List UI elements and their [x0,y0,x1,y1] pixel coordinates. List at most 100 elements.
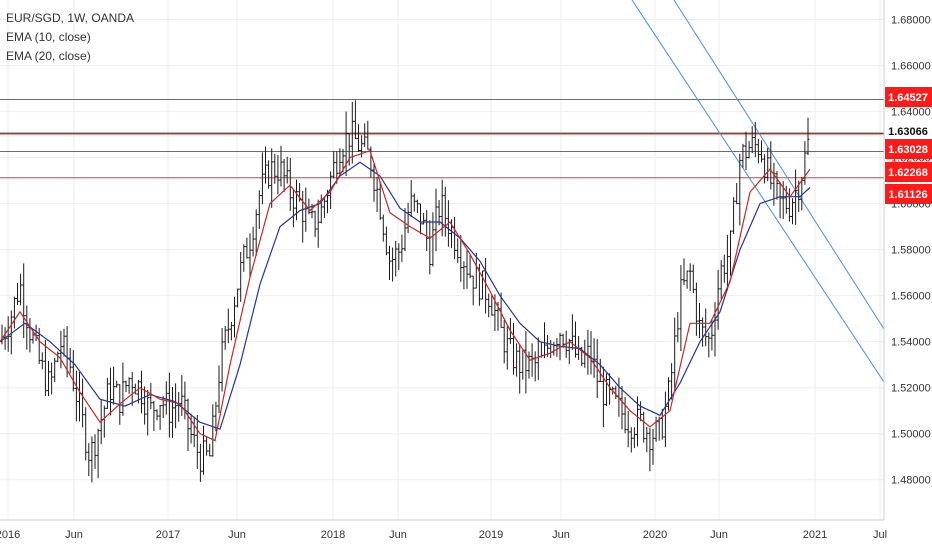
level-price-tag: 1.62268 [885,162,932,182]
price-bar [195,415,199,469]
price-bar [192,416,196,447]
price-bar [760,140,763,163]
price-bar [288,158,292,211]
price-bar [152,401,156,432]
price-bar [735,183,739,205]
price-bar [769,141,773,190]
price-bar [245,237,249,259]
price-bar [518,344,522,394]
level-price-tag: 1.61126 [885,184,932,204]
price-bar [803,141,807,185]
price-bar [412,193,416,212]
price-bar [143,386,147,425]
price-bar [471,275,475,306]
price-bar [84,407,88,461]
price-bar [629,427,633,453]
price-bar [530,343,534,377]
price-axis[interactable]: 1.680001.660001.640001.620001.600001.580… [891,15,931,487]
price-bar [174,383,178,429]
ema10-legend[interactable]: EMA (10, close) [6,30,91,44]
price-bar [651,429,655,465]
price-tag-bg [885,162,932,182]
price-bar [372,164,376,202]
price-bar [437,200,441,226]
price-bar [183,381,187,420]
price-bar [688,263,692,292]
y-tick-label: 1.50000 [891,429,931,441]
price-bar [301,190,305,243]
price-bar [763,154,767,184]
y-tick-label: 1.48000 [891,475,931,487]
price-bar [43,339,47,397]
price-bar [47,361,50,397]
price-bar [115,380,119,388]
price-bar [394,240,398,277]
price-bar [400,234,404,263]
x-tick-label: Jun [389,529,407,541]
price-bar [502,319,506,364]
price-bar [87,443,91,477]
price-bar [425,210,429,251]
chart-title[interactable]: EUR/SGD, 1W, OANDA [6,11,135,25]
price-bar [419,203,422,235]
y-tick-label: 1.54000 [891,337,931,349]
price-bar [202,425,205,475]
x-tick-label: 2020 [643,529,667,541]
price-bar [28,318,32,353]
price-bar [543,322,546,359]
price-tag-label: 1.64527 [888,92,928,104]
channel-line-lower [673,0,885,330]
y-tick-label: 1.64000 [891,107,931,119]
price-bar [592,338,596,378]
price-bar [567,338,571,365]
price-bar [462,261,466,290]
price-bar [341,148,345,173]
price-bar [158,404,162,430]
price-bar [524,331,528,394]
price-bar [16,282,19,305]
price-bar [546,334,550,357]
price-bar [205,437,209,456]
price-bar [663,391,667,447]
price-bar [133,383,137,395]
price-bar [316,199,320,248]
price-bar [12,296,16,329]
price-bar [226,308,230,344]
price-bar [409,180,413,218]
price-bar [124,380,128,393]
price-bar [105,377,109,409]
ema20-legend[interactable]: EMA (20, close) [6,49,91,63]
price-bar [645,427,649,453]
price-bar [505,325,509,370]
price-bar [375,177,379,212]
price-bar [639,401,643,422]
price-bar [22,263,26,338]
price-bar [707,332,711,358]
price-bar [586,329,590,375]
price-bar [381,214,385,242]
price-bar [722,254,726,283]
price-bar [719,260,723,300]
x-tick-label: Jun [228,529,246,541]
last-price-tag: 1.63066 [885,121,932,141]
price-bar [574,321,577,358]
price-bar [81,378,85,428]
time-axis[interactable]: 2016 Jun 2017 Jun 2018 Jun 2019 Jun 2020 Jun 2021 J… [0,529,887,541]
price-bar [121,362,125,416]
price-bar [273,153,277,184]
price-bar [248,233,252,278]
price-bar [211,404,215,457]
price-bar [806,117,810,156]
price-bar [223,326,227,350]
price-bar [515,343,519,377]
price-bar [440,179,444,237]
x-tick-label: 2021 [803,529,827,541]
price-bar [536,337,540,380]
price-bar [487,293,491,318]
price-bar [322,197,326,219]
price-bar [217,365,221,414]
y-tick-label: 1.58000 [891,245,931,257]
price-bar [676,312,680,343]
price-bar [109,367,112,416]
